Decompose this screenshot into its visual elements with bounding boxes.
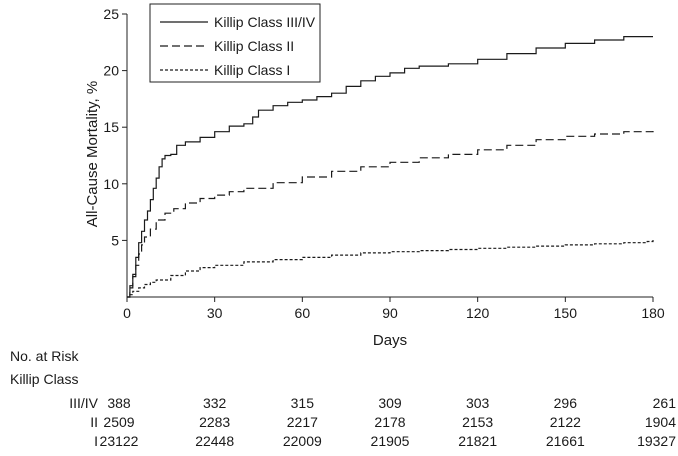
x-tick-label: 120	[466, 305, 490, 321]
risk-cell: 22009	[283, 433, 322, 449]
x-tick-label: 60	[295, 305, 311, 321]
risk-cell: 388	[107, 395, 131, 411]
risk-cell: 19327	[637, 433, 676, 449]
risk-cell: 2283	[199, 414, 230, 430]
x-tick-label: 0	[123, 305, 131, 321]
risk-cell: 23122	[100, 433, 139, 449]
x-axis-title: Days	[373, 332, 407, 349]
risk-cell: 332	[203, 395, 227, 411]
risk-cell: 1904	[645, 414, 676, 430]
series-killip-class-i-line	[127, 239, 654, 298]
y-tick-label: 20	[103, 63, 119, 79]
risk-row-label: II	[90, 414, 98, 430]
risk-table-title: No. at Risk	[10, 348, 79, 364]
risk-row-label: III/IV	[69, 395, 98, 411]
axes: 0 30 60 90 120 150 180 5 10 15 20 25	[103, 6, 664, 321]
legend-label-killip-class-ii: Killip Class II	[214, 38, 294, 54]
risk-cell: 22448	[195, 433, 234, 449]
legend-label-killip-class-iii-iv: Killip Class III/IV	[214, 14, 316, 30]
series-layer	[127, 36, 654, 298]
y-axis-title: All-Cause Mortality, %	[84, 81, 101, 227]
x-tick-label: 30	[207, 305, 223, 321]
y-tick-label: 5	[111, 232, 119, 248]
y-tick-label: 15	[103, 119, 119, 135]
series-killip-class-iii-iv-line	[127, 36, 653, 298]
risk-cell: 2153	[462, 414, 493, 430]
risk-row-label: I	[94, 433, 98, 449]
x-tick-label: 180	[641, 305, 665, 321]
risk-cell: 296	[554, 395, 578, 411]
series-killip-class-ii-line	[127, 130, 654, 298]
legend: Killip Class III/IV Killip Class II Killip…	[149, 3, 321, 83]
risk-cell: 2217	[287, 414, 318, 430]
risk-cell: 303	[466, 395, 490, 411]
risk-cell: 2178	[374, 414, 405, 430]
y-tick-label: 25	[103, 6, 119, 22]
legend-box	[149, 3, 321, 83]
risk-cell: 21661	[546, 433, 585, 449]
risk-table-group-label: Killip Class	[10, 371, 78, 387]
risk-cell: 261	[653, 395, 677, 411]
x-tick-label: 150	[554, 305, 578, 321]
x-tick-label: 90	[382, 305, 398, 321]
risk-cell: 2509	[103, 414, 134, 430]
legend-label-killip-class-i: Killip Class I	[214, 62, 290, 78]
risk-cell: 21905	[371, 433, 410, 449]
risk-cell: 315	[291, 395, 315, 411]
risk-table: III/IV 388 332 315 309 303 296 261 II 2509 2283 221…	[69, 395, 676, 449]
risk-cell: 309	[378, 395, 402, 411]
y-tick-label: 10	[103, 176, 119, 192]
risk-cell: 2122	[550, 414, 581, 430]
risk-cell: 21821	[458, 433, 497, 449]
